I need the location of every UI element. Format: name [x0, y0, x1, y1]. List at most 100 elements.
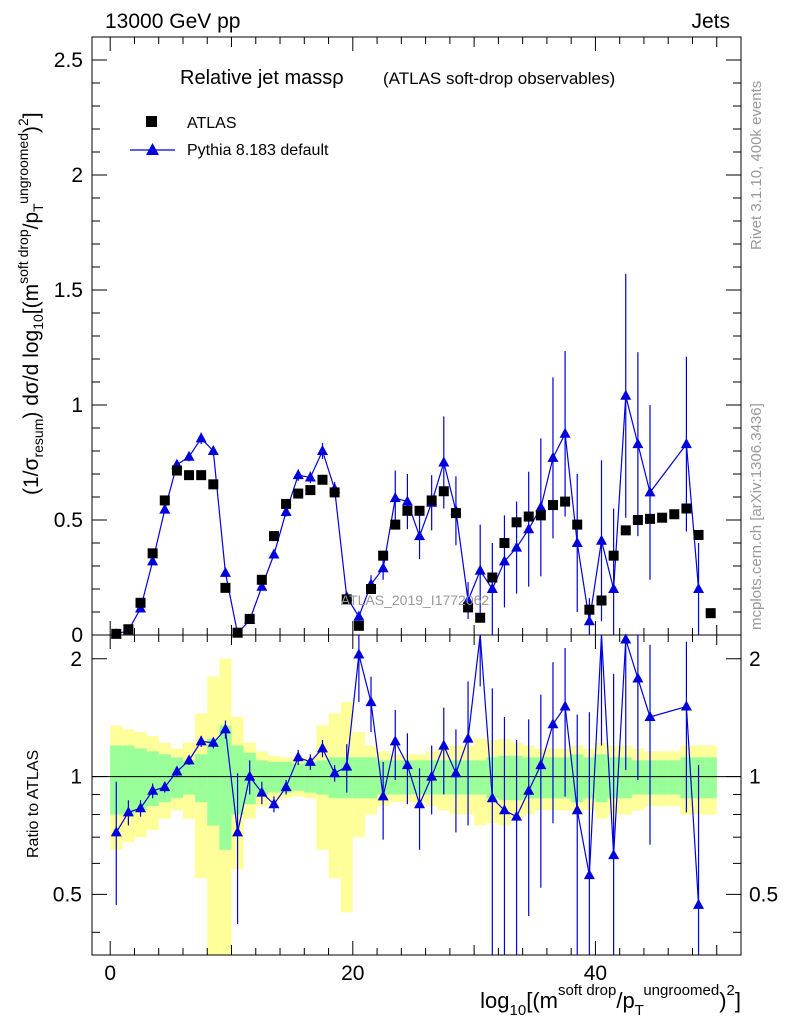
atlas-point: [268, 531, 279, 542]
atlas-point: [657, 512, 668, 523]
ratio-band-green: [207, 738, 220, 826]
ratio-band-green: [316, 760, 329, 795]
ratio-point: [486, 792, 498, 803]
pythia-point: [547, 451, 559, 462]
ratio-band-green: [134, 748, 147, 811]
ratio-point: [523, 784, 535, 795]
ratio-panel-frame: [91, 634, 742, 956]
atlas-point: [111, 628, 122, 639]
atlas-point: [244, 613, 255, 624]
ratio-point: [195, 735, 207, 746]
pythia-point: [292, 469, 304, 480]
ratio-band-green: [668, 760, 681, 795]
ratio-point: [341, 760, 353, 771]
pythia-point: [316, 445, 328, 455]
y-tick-label: 1.5: [54, 279, 83, 302]
analysis-watermark: ATLAS_2019_I1772062: [341, 592, 490, 608]
ratio-band-green: [280, 761, 293, 793]
ratio-point: [498, 804, 510, 815]
y-tick-label: 0.5: [54, 509, 83, 532]
ratio-point: [401, 759, 413, 770]
ratio-tick-label-right: 2: [749, 648, 761, 671]
atlas-point: [220, 582, 231, 593]
ratio-point: [292, 751, 304, 762]
pythia-point: [183, 450, 195, 461]
x-tick-label: 0: [104, 962, 116, 985]
atlas-point: [475, 612, 486, 623]
pythia-point: [377, 562, 389, 573]
y-tick-label: 1: [71, 394, 83, 417]
atlas-point: [438, 486, 449, 497]
legend-atlas-label: ATLAS: [187, 115, 237, 132]
mcplots-reference-label: mcplots.cern.ch [arXiv:1306.3436]: [748, 403, 765, 630]
pythia-point: [535, 501, 547, 512]
ratio-band-green: [364, 757, 378, 799]
atlas-point: [171, 465, 182, 476]
ratio-band-green: [474, 760, 487, 795]
y-tick-label: 2.5: [54, 49, 83, 72]
pythia-point: [414, 530, 426, 541]
ratio-tick-label-left: 0.5: [53, 883, 82, 906]
pythia-point: [644, 486, 656, 497]
ratio-tick-label-left: 2: [70, 648, 82, 671]
ratio-point: [608, 849, 620, 860]
atlas-point: [305, 485, 316, 496]
pythia-point: [462, 594, 474, 605]
pythia-point: [280, 505, 292, 516]
atlas-point: [632, 515, 643, 525]
ratio-point: [135, 802, 147, 813]
ratio-band-green: [158, 754, 171, 803]
ratio-point: [304, 755, 316, 766]
pythia-point: [595, 534, 607, 545]
ratio-point: [571, 804, 583, 815]
pythia-point: [571, 537, 583, 547]
ratio-point: [632, 672, 644, 683]
atlas-point: [123, 624, 134, 635]
atlas-point: [596, 595, 607, 606]
pythia-point: [620, 389, 632, 400]
atlas-point: [341, 594, 352, 605]
pythia-point: [207, 445, 219, 455]
atlas-point: [281, 498, 292, 509]
ratio-tick-label-left: 1: [70, 766, 82, 789]
atlas-point: [681, 503, 692, 514]
pythia-point: [195, 432, 207, 443]
pythia-point: [511, 541, 523, 552]
chart-subtitle: (ATLAS soft-drop observables): [383, 69, 615, 88]
header-right-label: Jets: [691, 10, 730, 33]
ratio-point: [244, 770, 256, 781]
ratio-point: [620, 633, 632, 644]
legend-pythia-label: Pythia 8.183 default: [187, 142, 329, 159]
x-tick-label: 40: [584, 962, 607, 985]
ratio-tick-label-right: 0.5: [749, 883, 778, 906]
atlas-point: [256, 574, 267, 585]
ratio-band-green: [122, 745, 135, 815]
ratio-point: [280, 781, 292, 792]
atlas-point: [317, 474, 328, 485]
ratio-band-green: [255, 760, 268, 795]
ratio-point: [583, 869, 595, 880]
pythia-point: [680, 438, 692, 449]
ratio-band-yellow: [340, 702, 353, 913]
ratio-band-green: [352, 757, 365, 799]
ratio-point: [426, 770, 438, 781]
atlas-point: [620, 525, 631, 536]
ratio-point: [559, 700, 571, 711]
chart-title: Relative jet massρ: [180, 67, 344, 89]
ratio-band-green: [267, 761, 281, 793]
atlas-point: [353, 620, 364, 631]
ratio-point: [365, 696, 377, 707]
atlas-point: [547, 500, 558, 511]
header-left-label: 13000 GeV pp: [105, 10, 240, 33]
data-marks: [110, 273, 716, 955]
atlas-point: [645, 513, 656, 524]
ratio-point: [171, 765, 183, 776]
legend-pythia-marker: [146, 143, 159, 155]
ratio-point: [256, 786, 268, 797]
pythia-point: [389, 492, 401, 503]
ratio-point: [353, 648, 365, 659]
ratio-band-green: [656, 760, 669, 795]
atlas-point: [560, 496, 571, 507]
atlas-point: [196, 470, 207, 481]
